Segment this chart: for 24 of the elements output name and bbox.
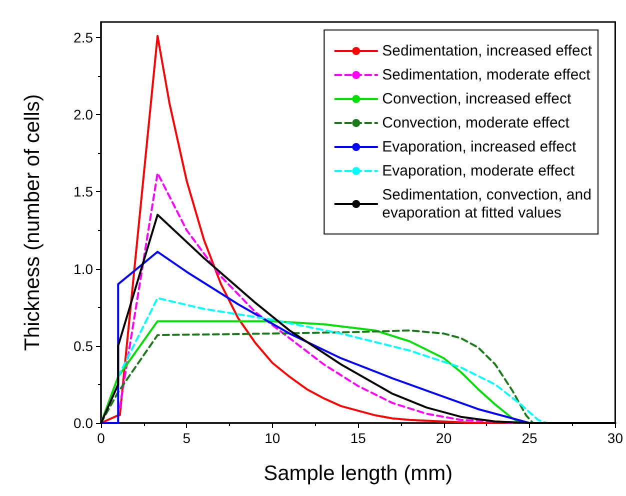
x-tick-label: 0 [97,430,106,446]
legend-label: Convection, moderate effect [382,114,570,132]
legend-label: Convection, increased effect [382,90,572,108]
y-tick-label: 2.0 [74,106,94,123]
line-series [100,329,534,424]
legend-label: Sedimentation, moderate effect [382,66,592,84]
legend-label: Evaporation, moderate effect [382,162,576,180]
y-axis-title: Thickness (number of cells) [21,94,44,351]
legend-label: Sedimentation, convection, and evaporation at fitted values [382,186,592,222]
x-tick-label: 25 [522,430,538,446]
line-series [117,297,548,424]
x-axis-title: Sample length (mm) [264,462,453,485]
legend-label: Evaporation, increased effect [382,138,577,156]
y-tick-label: 0.5 [74,338,94,354]
y-tick-label: 0.0 [74,415,94,431]
y-tick-label: 1.0 [74,260,94,277]
y-tick-label: 1.5 [74,184,94,200]
y-tick-label: 2.5 [74,29,94,46]
x-tick-label: 15 [350,430,366,446]
legend-label: Sedimentation, increased effect [382,42,593,60]
x-tick-label: 30 [607,430,624,446]
x-tick-label: 20 [436,430,452,446]
x-tick-label: 5 [182,430,191,446]
x-tick-label: 10 [264,430,280,446]
